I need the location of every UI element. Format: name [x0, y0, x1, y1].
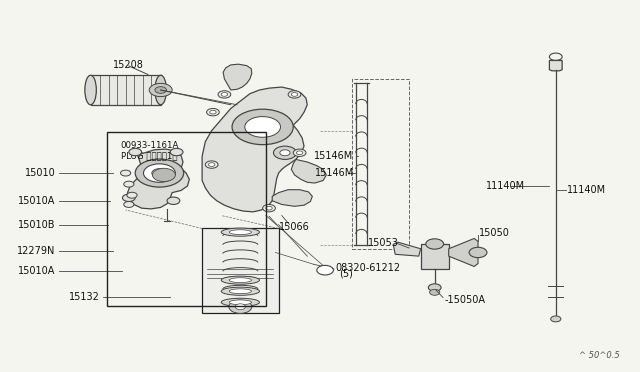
- Circle shape: [207, 109, 220, 116]
- Circle shape: [209, 163, 215, 166]
- Polygon shape: [549, 61, 562, 71]
- Circle shape: [229, 300, 252, 313]
- Text: 15066: 15066: [278, 222, 309, 232]
- Circle shape: [236, 304, 246, 310]
- Circle shape: [218, 91, 231, 98]
- Text: -15050A: -15050A: [444, 295, 485, 305]
- Text: 15146M: 15146M: [315, 168, 354, 178]
- Text: 15010A: 15010A: [18, 266, 56, 276]
- Polygon shape: [272, 190, 312, 206]
- Circle shape: [129, 148, 141, 156]
- Circle shape: [317, 265, 333, 275]
- Text: 15053: 15053: [368, 238, 399, 248]
- Text: ^ 50^0.5: ^ 50^0.5: [579, 350, 620, 359]
- Ellipse shape: [221, 228, 259, 236]
- Bar: [420, 244, 449, 269]
- Circle shape: [469, 247, 487, 258]
- Circle shape: [221, 93, 228, 96]
- Text: 15010A: 15010A: [18, 196, 56, 206]
- Circle shape: [293, 149, 306, 157]
- Circle shape: [124, 202, 134, 208]
- Circle shape: [205, 161, 218, 168]
- Circle shape: [149, 83, 172, 97]
- Polygon shape: [291, 160, 326, 183]
- Text: 15010B: 15010B: [18, 220, 56, 230]
- Text: 15208: 15208: [113, 60, 144, 70]
- Circle shape: [550, 316, 561, 322]
- Circle shape: [288, 91, 301, 98]
- Circle shape: [266, 206, 272, 210]
- Circle shape: [273, 146, 296, 160]
- Text: 00933-1161A
PLUG プラグ（1）: 00933-1161A PLUG プラグ（1）: [120, 141, 179, 160]
- Ellipse shape: [229, 230, 252, 235]
- Text: 15010: 15010: [25, 168, 56, 178]
- Text: 11140M: 11140M: [567, 185, 606, 195]
- Circle shape: [426, 239, 444, 249]
- Circle shape: [152, 168, 175, 182]
- Circle shape: [124, 181, 134, 187]
- Circle shape: [428, 284, 441, 291]
- Text: S: S: [323, 267, 327, 273]
- Circle shape: [262, 205, 275, 212]
- Ellipse shape: [229, 289, 252, 294]
- Ellipse shape: [229, 300, 252, 305]
- Circle shape: [245, 116, 280, 137]
- Text: 12279N: 12279N: [17, 246, 56, 256]
- Circle shape: [429, 289, 440, 295]
- Polygon shape: [223, 64, 252, 90]
- Text: 15050: 15050: [479, 228, 510, 238]
- Text: 11140M: 11140M: [486, 181, 525, 191]
- Text: 08320-61212: 08320-61212: [335, 263, 401, 273]
- Circle shape: [127, 192, 137, 198]
- Polygon shape: [127, 149, 189, 209]
- Polygon shape: [394, 242, 420, 256]
- Circle shape: [296, 151, 303, 155]
- Text: 15132: 15132: [69, 292, 100, 302]
- Ellipse shape: [229, 278, 252, 283]
- Bar: [202, 228, 278, 313]
- Polygon shape: [202, 87, 307, 212]
- Ellipse shape: [221, 276, 259, 284]
- Circle shape: [143, 164, 175, 182]
- Text: 15146M: 15146M: [314, 151, 353, 161]
- Circle shape: [170, 148, 183, 156]
- Circle shape: [280, 150, 290, 156]
- Ellipse shape: [155, 75, 166, 105]
- Circle shape: [167, 197, 180, 205]
- Bar: [106, 132, 266, 306]
- Circle shape: [122, 194, 135, 202]
- Bar: [352, 79, 409, 249]
- Circle shape: [120, 170, 131, 176]
- Circle shape: [232, 109, 293, 145]
- Bar: [91, 75, 161, 105]
- Polygon shape: [449, 238, 478, 266]
- Circle shape: [155, 87, 166, 93]
- Ellipse shape: [221, 287, 259, 295]
- Text: (5): (5): [339, 269, 353, 279]
- Circle shape: [210, 110, 216, 114]
- Circle shape: [135, 159, 184, 187]
- Ellipse shape: [85, 75, 97, 105]
- Circle shape: [291, 93, 298, 96]
- Ellipse shape: [221, 298, 259, 307]
- Circle shape: [152, 169, 167, 177]
